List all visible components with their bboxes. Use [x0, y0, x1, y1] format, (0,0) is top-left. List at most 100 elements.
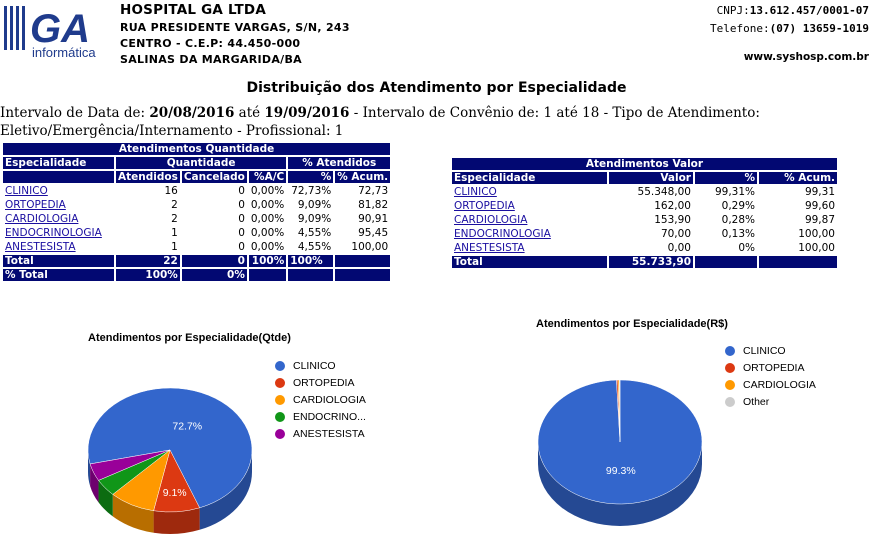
specialty-link[interactable]: ORTOPEDIA [5, 199, 66, 211]
specialty-link[interactable]: CARDIOLOGIA [454, 214, 528, 226]
pie-slice-side [153, 507, 200, 534]
organization-name: HOSPITAL GA LTDA [120, 2, 266, 18]
pct-cell: 0,13% [721, 228, 755, 240]
chart-qty-legend: CLINICO ORTOPEDIA CARDIOLOGIA ENDOCRINO... A… [275, 360, 375, 445]
acum-cell: 100,00 [798, 242, 835, 254]
legend-item: ANESTESISTA [275, 428, 375, 440]
col-quantidade: Quantidade [116, 157, 287, 169]
pct-total-blank-3 [335, 269, 391, 281]
total-atendidos: 22 [116, 255, 180, 267]
valor-cell: 162,00 [654, 200, 691, 212]
col-cancelado: Cancelado [181, 171, 247, 183]
valor-cell: 153,90 [654, 214, 691, 226]
col-acum: % Acum. [759, 172, 837, 184]
legend-label: ORTOPEDIA [743, 362, 805, 374]
cancelado-cell: 0 [238, 213, 245, 225]
col-pct: % [288, 171, 334, 183]
pie-slice-side [112, 494, 154, 533]
pie-slice [89, 449, 171, 481]
ac-cell: 0,00% [250, 185, 285, 197]
pie-slice [87, 387, 253, 509]
table-row: ORTOPEDIA 162,00 0,29% 99,60 [452, 200, 837, 212]
value-table-title: Atendimentos Valor [452, 158, 837, 170]
legend-item: ORTOPEDIA [275, 377, 375, 389]
pct-total-blank-1 [248, 269, 287, 281]
ac-cell: 0,00% [250, 241, 285, 253]
pie-slice-side [199, 450, 252, 530]
pct-total-blank-2 [288, 269, 334, 281]
col-valor: Valor [609, 172, 693, 184]
legend-swatch [275, 361, 285, 371]
specialty-link[interactable]: CARDIOLOGIA [5, 213, 79, 225]
total-acum [335, 255, 391, 267]
pie-slice [619, 379, 621, 443]
legend-label: CARDIOLOGIA [293, 394, 366, 406]
filter-date-to: 19/09/2016 [264, 105, 350, 121]
specialty-link[interactable]: CLINICO [5, 185, 48, 197]
col-pct: % [695, 172, 757, 184]
cnpj-line: CNPJ:13.612.457/0001-07 [710, 2, 869, 20]
atendidos-cell: 16 [164, 185, 178, 197]
specialty-link[interactable]: ENDOCRINOLOGIA [5, 227, 102, 239]
legend-swatch [275, 378, 285, 388]
cnpj-label: CNPJ: [716, 4, 750, 17]
cancelado-cell: 0 [238, 227, 245, 239]
specialty-link[interactable]: ORTOPEDIA [454, 200, 515, 212]
phone-value: (07) 13659-1019 [769, 22, 869, 35]
specialty-link[interactable]: ENDOCRINOLOGIA [454, 228, 551, 240]
total-blank-2 [759, 256, 837, 268]
legend-swatch [725, 380, 735, 390]
specialty-link[interactable]: ANESTESISTA [5, 241, 76, 253]
atendidos-cell: 2 [171, 199, 178, 211]
pie-slice-side [90, 463, 99, 503]
legend-swatch [275, 412, 285, 422]
col-ac: %A/C [248, 171, 287, 183]
acum-cell: 99,31 [804, 186, 835, 198]
table-row: ANESTESISTA 0,00 0% 100,00 [452, 242, 837, 254]
total-cancelado: 0 [181, 255, 247, 267]
logo-subtext: informática [32, 45, 96, 60]
phone-label: Telefone: [710, 22, 770, 35]
acum-cell: 95,45 [358, 227, 389, 239]
legend-label: CARDIOLOGIA [743, 379, 816, 391]
valor-cell: 0,00 [667, 242, 691, 254]
legend-label: CLINICO [743, 345, 786, 357]
legend-label: ANESTESISTA [293, 428, 365, 440]
filter-date-from: 20/08/2016 [149, 105, 235, 121]
acum-cell: 81,82 [358, 199, 389, 211]
chart-qty-title: Atendimentos por Especialidade(Qtde) [88, 332, 291, 344]
table-row: CARDIOLOGIA 153,90 0,28% 99,87 [452, 214, 837, 226]
legend-item: ENDOCRINO... [275, 411, 375, 423]
col-blank [3, 171, 114, 183]
cancelado-cell: 0 [238, 241, 245, 253]
contact-info: CNPJ:13.612.457/0001-07 Telefone:(07) 13… [710, 2, 869, 66]
legend-swatch [275, 395, 285, 405]
pct-total-atendidos: 100% [116, 269, 180, 281]
pct-cell: 99,31% [714, 186, 755, 198]
atendidos-cell: 2 [171, 213, 178, 225]
legend-item: CARDIOLOGIA [275, 394, 375, 406]
specialty-link[interactable]: ANESTESISTA [454, 242, 525, 254]
company-logo: GA informática [2, 2, 114, 60]
table-row: CARDIOLOGIA 2 0 0,00% 9,09% 90,91 [3, 213, 390, 225]
legend-item: ORTOPEDIA [725, 362, 835, 374]
total-ac: 100% [248, 255, 287, 267]
acum-cell: 90,91 [358, 213, 389, 225]
pct-cell: 9,09% [297, 213, 332, 225]
logo-text: GA [30, 7, 90, 51]
table-row: ORTOPEDIA 2 0 0,00% 9,09% 81,82 [3, 199, 390, 211]
chart-value-legend: CLINICO ORTOPEDIA CARDIOLOGIA Other [725, 345, 835, 413]
legend-label: Other [743, 396, 770, 408]
pct-total-cancelado: 0% [181, 269, 247, 281]
acum-cell: 99,87 [804, 214, 835, 226]
report-filter: Intervalo de Data de: 20/08/2016 até 19/… [0, 104, 860, 140]
legend-label: CLINICO [293, 360, 336, 372]
col-atendidos: Atendidos [116, 171, 180, 183]
value-table: Atendimentos Valor Especialidade Valor %… [450, 156, 839, 270]
table-row: ENDOCRINOLOGIA 1 0 0,00% 4,55% 95,45 [3, 227, 390, 239]
specialty-link[interactable]: CLINICO [454, 186, 497, 198]
legend-label: ENDOCRINO... [293, 411, 366, 423]
pct-cell: 0,29% [721, 200, 755, 212]
filter-text-2: até [234, 105, 265, 121]
ac-cell: 0,00% [250, 199, 285, 211]
